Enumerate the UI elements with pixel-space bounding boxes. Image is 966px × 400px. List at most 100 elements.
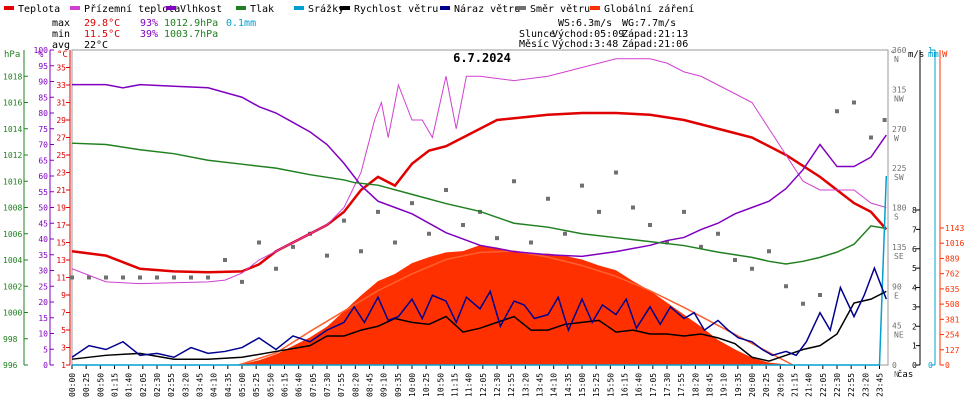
humidity-tick-label: 35 xyxy=(38,251,48,260)
radiation-tick-label: 1143 xyxy=(945,224,964,233)
x-tick-label: 23:45 xyxy=(876,373,885,397)
wind-dir-point xyxy=(359,249,363,254)
x-tick-label: 18:20 xyxy=(691,373,700,397)
wind-dir-tick-label: 90 xyxy=(892,282,902,291)
axis-unit-humidity: % xyxy=(38,50,44,60)
wind-dir-tick-label: 135 xyxy=(892,243,907,252)
clear-sky-curve xyxy=(238,250,794,366)
humidity-tick-label: 40 xyxy=(38,235,48,244)
legend-label: Globální záření xyxy=(604,3,694,15)
x-tick-label: 07:55 xyxy=(337,373,346,397)
x-tick-label: 16:15 xyxy=(621,373,630,397)
pressure-tick-label: 1012 xyxy=(3,151,22,160)
x-tick-label: 17:30 xyxy=(663,373,672,397)
pressure-tick-label: 1010 xyxy=(3,177,22,186)
wind-dir-point xyxy=(682,209,686,214)
x-tick-label: 13:20 xyxy=(521,373,530,397)
radiation-tick-label: 381 xyxy=(945,315,960,324)
x-tick-label: 14:10 xyxy=(550,373,559,397)
wind-dir-point xyxy=(614,170,618,175)
axis-unit-wind-dir: ° xyxy=(890,50,895,60)
x-tick-label: 17:55 xyxy=(677,373,686,397)
wind-dir-point xyxy=(70,275,74,280)
legend-swatch xyxy=(4,6,14,10)
x-tick-label: 22:55 xyxy=(847,373,856,397)
wind-speed-tick-label: 4 xyxy=(912,284,917,293)
pressure-tick-label: 1002 xyxy=(3,282,22,291)
humidity-tick-label: 80 xyxy=(38,109,48,118)
humidity-tick-label: 70 xyxy=(38,141,48,150)
wind-dir-point xyxy=(882,118,887,122)
stats-min-label: min xyxy=(52,29,70,40)
chart-title: 6.7.2024 xyxy=(453,51,511,65)
wind-dir-point xyxy=(376,209,380,214)
wind-dir-point xyxy=(427,231,431,236)
wind-speed-tick-label: 5 xyxy=(912,264,917,273)
x-tick-label: 21:15 xyxy=(791,373,800,397)
legend: Teplota Přízemní teplota Vlhkost Tlak Srážky… xyxy=(4,3,694,15)
astro-block: WS:6.3m/s WG:7.7m/s Slunce Východ:05:09 … xyxy=(519,18,688,50)
wind-dir-point xyxy=(699,244,703,249)
wind-dir-point xyxy=(495,236,499,241)
wind-dir-point xyxy=(121,275,125,280)
x-tick-label: 02:05 xyxy=(139,373,148,397)
x-tick-label: 20:50 xyxy=(776,373,785,397)
axis-unit-rain: mm xyxy=(928,50,939,60)
axis-unit-temperature: °C xyxy=(57,50,68,60)
wind-dir-point xyxy=(257,240,261,245)
wind-dir-point xyxy=(189,275,193,280)
moon-rise: Východ:3:48 xyxy=(552,38,618,50)
series-line-tlak xyxy=(71,142,887,265)
x-tick-label: 04:10 xyxy=(210,373,219,397)
wind-dir-point xyxy=(240,279,244,284)
radiation-tick-label: 127 xyxy=(945,346,960,355)
x-tick-label: 00:00 xyxy=(68,373,77,397)
x-tick-label: 18:45 xyxy=(706,373,715,397)
legend-swatch xyxy=(70,6,80,10)
x-tick-label: 06:40 xyxy=(295,373,304,397)
stats-max-label: max xyxy=(52,18,70,29)
x-tick-label: 09:10 xyxy=(380,373,389,397)
x-tick-label: 04:35 xyxy=(224,373,233,397)
temperature-tick-label: 23 xyxy=(56,169,66,178)
x-tick-label: 12:55 xyxy=(507,373,516,397)
wind-dir-tick-label: 315 xyxy=(892,85,907,94)
wind-dir-point xyxy=(835,109,839,114)
wind-dir-point xyxy=(665,240,669,245)
temperature-tick-label: 3 xyxy=(61,344,66,353)
humidity-tick-label: 0 xyxy=(43,361,48,370)
wind-dir-point xyxy=(801,301,805,306)
x-tick-label: 22:05 xyxy=(819,373,828,397)
stats-avg-label: avg xyxy=(52,40,70,51)
x-tick-label: 19:35 xyxy=(734,373,743,397)
wind-dir-point xyxy=(342,218,346,223)
wind-dir-point xyxy=(648,223,652,227)
radiation-tick-label: 1016 xyxy=(945,239,964,248)
wind-dir-point xyxy=(716,231,720,236)
wind-dir-tick-dir: N xyxy=(894,370,899,379)
legend-swatch xyxy=(294,6,304,10)
temperature-tick-label: 13 xyxy=(56,256,66,265)
wind-dir-tick-label: 0 xyxy=(892,361,897,370)
wind-dir-tick-dir: S xyxy=(894,213,899,222)
wind-dir-tick-dir: N xyxy=(894,55,899,64)
wind-dir-tick-label: 45 xyxy=(892,322,902,331)
x-tick-label: 20:25 xyxy=(762,373,771,397)
wind-speed-tick-label: 8 xyxy=(912,206,917,215)
x-tick-label: 13:45 xyxy=(536,373,545,397)
legend-swatch xyxy=(166,6,176,10)
humidity-tick-label: 95 xyxy=(38,62,48,71)
legend-label: Tlak xyxy=(250,4,274,15)
axis-unit-wind-speed: m/s xyxy=(908,50,924,60)
wind-dir-tick-dir: SE xyxy=(894,252,904,261)
humidity-tick-label: 30 xyxy=(38,267,48,276)
x-tick-label: 05:50 xyxy=(266,373,275,397)
x-tick-label: 05:00 xyxy=(238,373,247,397)
radiation-tick-label: 0 xyxy=(945,361,950,370)
wind-dir-point xyxy=(512,179,516,184)
series-line-sr-ky xyxy=(72,175,888,366)
x-tick-label: 15:25 xyxy=(592,373,601,397)
wind-dir-point xyxy=(529,240,533,245)
wind-dir-point xyxy=(274,266,278,271)
